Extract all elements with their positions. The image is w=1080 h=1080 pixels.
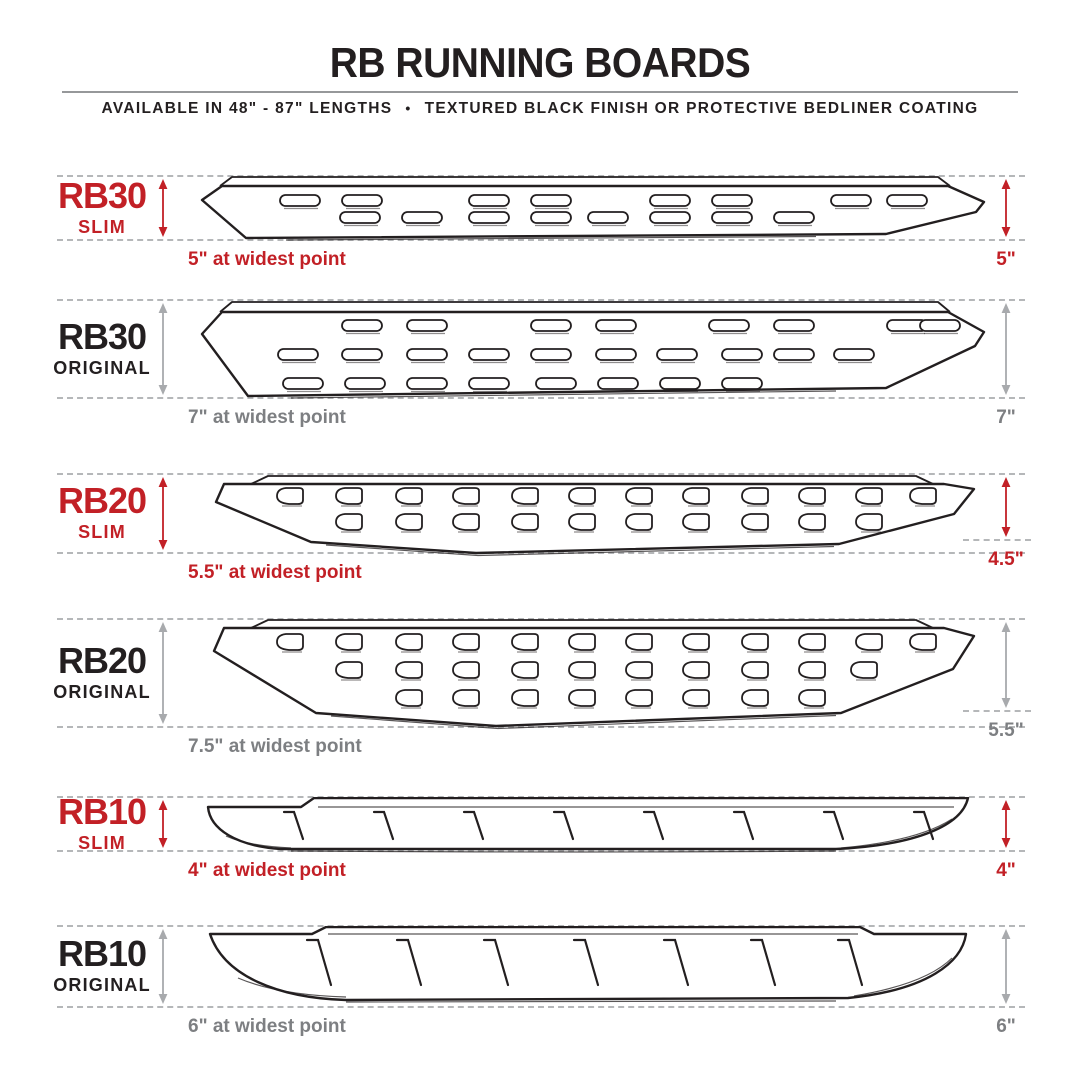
dashed-guide-bottom	[57, 850, 1025, 852]
dashed-guide-top	[57, 299, 1025, 301]
variant-label: ORIGINAL	[53, 357, 151, 378]
model-label: RB10	[57, 790, 147, 832]
dimension-arrow-left	[154, 178, 172, 243]
right-dimension-label: 6"	[996, 1016, 1016, 1037]
rb30-original-board-illustration	[196, 300, 986, 409]
dashed-guide-top	[57, 175, 1025, 177]
model-label-block: RB30 ORIGINAL	[14, 300, 190, 398]
variant-label: SLIM	[78, 832, 126, 853]
title-divider	[62, 91, 1018, 93]
subtitle-finish: TEXTURED BLACK FINISH OR PROTECTIVE BEDL…	[424, 100, 979, 117]
model-label-block: RB10 ORIGINAL	[14, 926, 190, 1007]
rb30-slim-board-illustration	[196, 176, 986, 251]
dimension-arrow-left	[154, 302, 172, 401]
rb10-original-board-illustration	[196, 925, 986, 1018]
widest-point-label: 4" at widest point	[188, 860, 346, 881]
variant-label: ORIGINAL	[53, 975, 151, 996]
variant-label: SLIM	[78, 522, 126, 543]
widest-point-label: 5.5" at widest point	[188, 562, 362, 583]
model-label-block: RB10 SLIM	[14, 790, 190, 853]
dimension-arrow-left	[154, 799, 172, 854]
model-label-block: RB20 ORIGINAL	[14, 619, 190, 727]
dashed-guide-bottom	[57, 1006, 1025, 1008]
dimension-arrow-left	[154, 476, 172, 556]
widest-point-label: 7" at widest point	[188, 407, 346, 428]
page-title: RB RUNNING BOARDS	[329, 40, 751, 87]
rb10-slim-board-illustration	[196, 796, 986, 862]
dashed-guide-top	[57, 618, 1025, 620]
right-dimension-label: 5.5"	[988, 720, 1024, 741]
dimension-arrow-right	[997, 178, 1015, 243]
right-dimension-label: 7"	[996, 407, 1016, 428]
widest-point-label: 7.5" at widest point	[188, 736, 362, 757]
variant-label: ORIGINAL	[53, 681, 151, 702]
variant-label: SLIM	[78, 216, 126, 237]
rb20-original-board-illustration	[196, 619, 986, 738]
widest-point-label: 5" at widest point	[188, 249, 346, 270]
model-label: RB30	[57, 174, 147, 216]
subtitle: AVAILABLE IN 48" - 87" LENGTHS • TEXTURED …	[0, 100, 1080, 118]
dashed-guide-right	[963, 710, 1031, 712]
dashed-guide-bottom	[57, 239, 1025, 241]
dimension-arrow-right	[997, 302, 1015, 401]
dimension-arrow-right	[997, 928, 1015, 1010]
model-label: RB10	[57, 933, 147, 975]
model-label-block: RB20 SLIM	[14, 474, 190, 553]
dashed-guide-bottom	[57, 397, 1025, 399]
right-dimension-label: 4.5"	[988, 549, 1024, 570]
subtitle-lengths: AVAILABLE IN 48" - 87" LENGTHS	[101, 100, 393, 117]
dashed-guide-top	[57, 473, 1025, 475]
dimension-arrow-left	[154, 621, 172, 730]
dimension-arrow-right	[997, 799, 1015, 854]
bullet-separator: •	[405, 100, 412, 116]
dimension-arrow-left	[154, 928, 172, 1010]
model-label-block: RB30 SLIM	[14, 176, 190, 240]
widest-point-label: 6" at widest point	[188, 1016, 346, 1037]
dimension-arrow-right	[997, 476, 1015, 543]
rb20-slim-board-illustration	[196, 474, 986, 564]
model-label: RB30	[57, 315, 147, 357]
right-dimension-label: 5"	[996, 249, 1016, 270]
right-dimension-label: 4"	[996, 860, 1016, 881]
dashed-guide-right	[963, 539, 1031, 541]
model-label: RB20	[57, 480, 147, 522]
dashed-guide-bottom	[57, 552, 1025, 554]
model-label: RB20	[57, 639, 147, 681]
dimension-arrow-right	[997, 621, 1015, 714]
